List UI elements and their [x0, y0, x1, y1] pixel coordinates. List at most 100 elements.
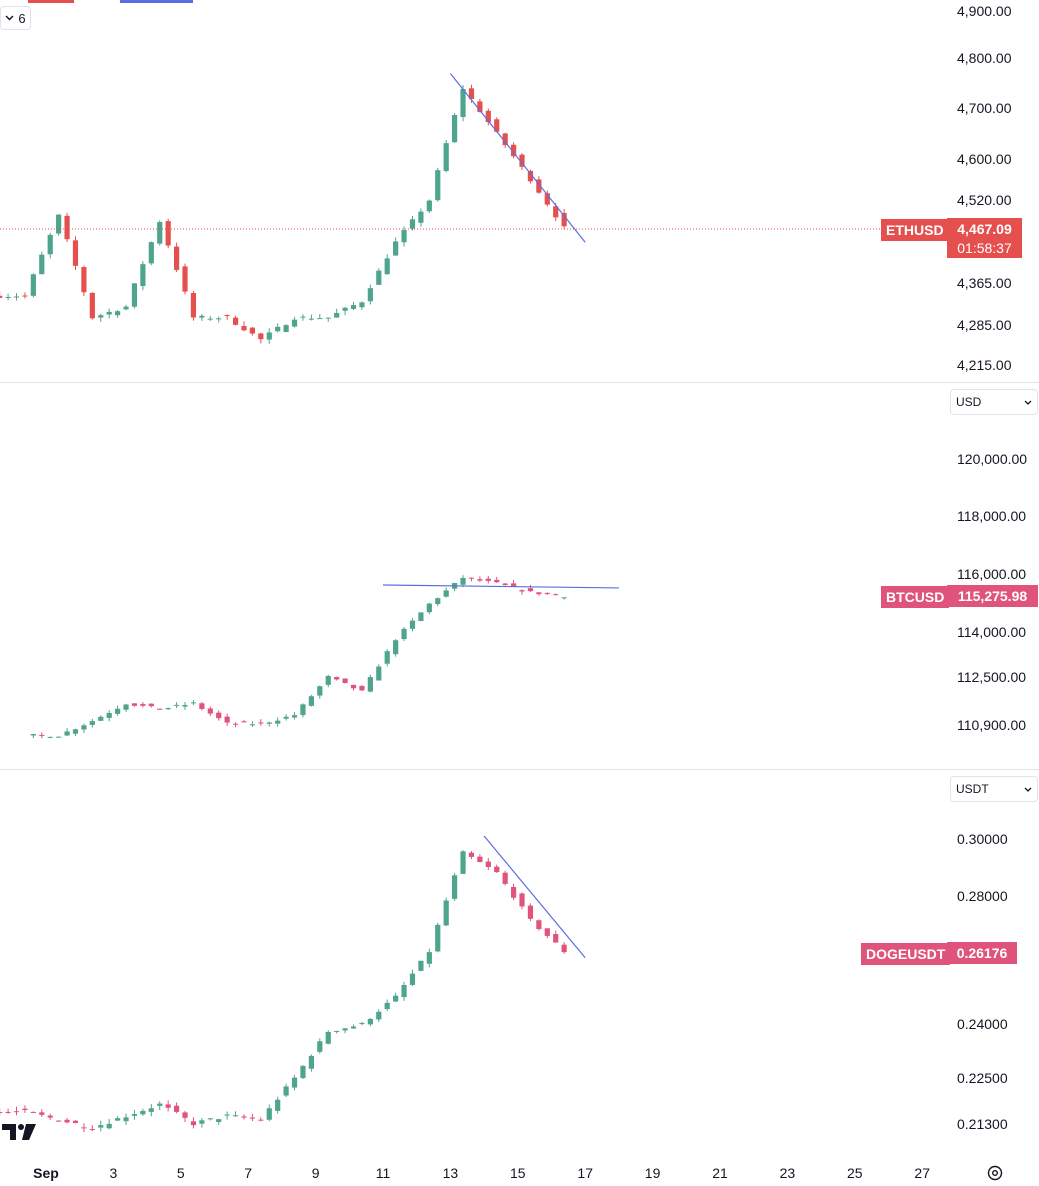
price-tick-label: 120,000.00: [957, 451, 1027, 467]
candle-body: [13, 296, 20, 298]
candle-body: [291, 319, 298, 327]
candle-body: [266, 1108, 272, 1120]
candle-body: [207, 708, 213, 714]
candle-body: [435, 598, 441, 604]
candle-body: [216, 318, 222, 320]
candle-body: [485, 578, 491, 581]
candle-body: [291, 715, 298, 718]
price-tick-label: 4,520.00: [957, 192, 1012, 208]
candle-body: [224, 314, 230, 317]
candle-body: [544, 928, 550, 936]
candle-body: [106, 1123, 112, 1129]
price-tick-label: 4,365.00: [957, 275, 1012, 291]
candle-body: [22, 295, 28, 297]
candle-body: [30, 274, 36, 296]
time-tick-label: 27: [914, 1165, 930, 1181]
candle-body: [266, 332, 272, 340]
price-tick-label: 118,000.00: [957, 508, 1026, 524]
candle-body: [536, 920, 542, 929]
candle-body: [367, 288, 373, 302]
candle-body: [190, 1121, 197, 1126]
top-strip-red: [28, 0, 74, 3]
btc-currency-value: USD: [956, 395, 982, 409]
candle-body: [494, 119, 500, 132]
price-tick-label: 0.28000: [957, 888, 1008, 904]
candles: [0, 84, 567, 1133]
candle-body: [510, 144, 517, 157]
candle-body: [291, 1077, 298, 1088]
btc-price-badge: 115,275.98: [947, 585, 1038, 607]
candle-body: [409, 219, 416, 229]
candle-body: [165, 221, 171, 246]
candle-body: [325, 317, 331, 319]
candle-body: [527, 588, 534, 592]
btcusd-trendline[interactable]: [382, 584, 619, 589]
candle-body: [536, 179, 542, 193]
candle-body: [452, 875, 458, 899]
candle-body: [22, 1108, 28, 1111]
candle-body: [148, 1108, 154, 1112]
candle-body: [39, 254, 45, 275]
time-tick-label: 25: [847, 1165, 863, 1181]
price-tick-label: 112,500.00: [957, 669, 1026, 685]
candle-body: [283, 1086, 289, 1096]
price-tick-label: 0.21300: [957, 1116, 1008, 1132]
candle-body: [409, 973, 416, 985]
candle-body: [258, 1119, 264, 1121]
settings-icon[interactable]: [986, 1164, 1004, 1182]
btc-currency-select[interactable]: USD: [950, 389, 1038, 415]
candle-body: [393, 640, 399, 655]
candle-body: [182, 1112, 188, 1118]
eth-symbol: ETHUSD: [886, 222, 944, 238]
candle-body: [300, 316, 306, 318]
candle-body: [544, 193, 550, 205]
candle-body: [207, 318, 213, 320]
price-tick-label: 4,900.00: [957, 3, 1012, 19]
candle-body: [308, 696, 314, 706]
doge-currency-select[interactable]: USDT: [950, 776, 1038, 802]
candle-body: [325, 1031, 331, 1044]
ethusd-trendline[interactable]: [449, 73, 586, 243]
candle-body: [350, 1026, 357, 1029]
interval-button[interactable]: 6: [0, 6, 31, 30]
candle-body: [359, 1023, 365, 1025]
candle-body: [123, 1117, 129, 1122]
candle-body: [485, 861, 491, 867]
candle-body: [173, 1105, 180, 1112]
price-tick-label: 114,000.00: [957, 624, 1026, 640]
time-tick-label: 11: [376, 1165, 391, 1181]
candle-body: [275, 1099, 281, 1111]
time-tick-label: 21: [712, 1165, 728, 1181]
candle-body: [443, 590, 449, 597]
candle-body: [173, 246, 180, 270]
time-axis: Sep 3 5 7 9 11 13 15 17 19 21 23 25 27: [33, 1165, 930, 1181]
candle-body: [157, 221, 163, 244]
price-axis: 4,900.00 4,800.00 4,700.00 4,600.00 4,520.00…: [957, 3, 1027, 1132]
candle-body: [89, 292, 95, 319]
candle-body: [47, 736, 53, 738]
candle-body: [527, 170, 534, 182]
candle-body: [426, 952, 432, 964]
candle-body: [384, 258, 390, 275]
candle-body: [519, 154, 525, 167]
candle-body: [98, 716, 104, 721]
candle-body: [342, 307, 348, 311]
candle-body: [266, 722, 272, 724]
trendlines: [382, 73, 619, 959]
candle-body: [468, 852, 475, 857]
candle-body: [165, 1104, 171, 1108]
candle-body: [401, 628, 407, 640]
candle-body: [224, 1114, 230, 1116]
candle-body: [13, 1111, 20, 1113]
candle-body: [249, 327, 256, 334]
candle-body: [241, 721, 247, 723]
price-tick-label: 4,800.00: [957, 50, 1012, 66]
candle-body: [275, 326, 281, 332]
eth-symbol-badge: ETHUSD: [881, 219, 949, 241]
candle-body: [435, 924, 441, 952]
candle-body: [561, 597, 567, 599]
tradingview-logo-icon[interactable]: [2, 1122, 38, 1142]
candle-body: [148, 242, 154, 264]
dogeusdt-trendline[interactable]: [483, 835, 586, 959]
